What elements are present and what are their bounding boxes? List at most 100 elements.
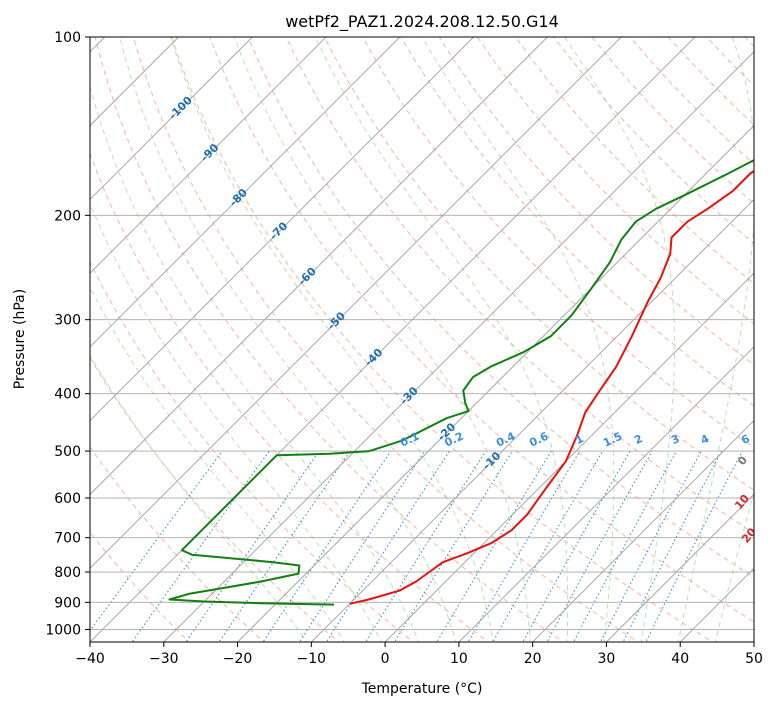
mixing-ratio-line: [467, 450, 581, 642]
mixing-ratio-label: 8: [765, 432, 775, 447]
moist-adiabat-label: 30: [751, 558, 771, 578]
isotherm-label: -60: [296, 265, 319, 288]
isotherm-line: [90, 37, 475, 422]
mixing-ratio-line: [325, 450, 450, 642]
y-tick-label: 800: [54, 565, 81, 581]
isotherm-label: -80: [227, 186, 250, 209]
isotherm-line: [90, 37, 253, 200]
moist-adiabat-line: [119, 37, 457, 642]
mixing-ratio-label: 4: [699, 432, 712, 447]
y-axis: 100 200 300 400 500 600 700 800 900 1000: [45, 30, 90, 638]
mixing-ratio-label: 6: [739, 432, 752, 447]
mixing-ratio-label: 3: [669, 432, 681, 447]
moist-adiabat-label: 0: [735, 454, 750, 468]
moist-adiabat-line: [90, 202, 382, 642]
isotherm-label: -30: [398, 384, 421, 407]
plot-frame: [89, 36, 755, 643]
moist-adiabat-label: 20: [739, 525, 759, 545]
mixing-ratio-label: 2: [632, 432, 644, 447]
isotherm-line: [90, 37, 180, 127]
dry-adiabat-line: [744, 37, 754, 47]
mixing-ratio-line: [622, 450, 723, 642]
x-axis: −40 −30 −20 −10 0 10 20 30 40 50: [75, 642, 763, 667]
mixing-ratio-line: [572, 450, 677, 642]
profile-series-line-1: [349, 169, 754, 605]
dry-adiabat-line: [515, 37, 754, 285]
grid-lines: [90, 37, 754, 642]
chart-title: wetPf2_PAZ1.2024.208.12.50.G14: [285, 12, 559, 32]
isotherm-line: [90, 37, 327, 274]
mixing-ratio-line: [131, 450, 270, 642]
x-tick-label: 50: [745, 651, 763, 667]
moist-adiabat-line: [90, 84, 420, 642]
isotherm-label: -40: [362, 346, 385, 369]
y-tick-label: 700: [54, 531, 81, 547]
dry-adiabat-line: [438, 37, 754, 366]
mixing-ratio-label: 1: [573, 432, 585, 447]
y-tick-label: 1000: [45, 622, 81, 638]
y-axis-label: Pressure (hPa): [12, 289, 28, 389]
isotherm-line: [236, 124, 754, 642]
isotherm-line: [458, 346, 754, 642]
y-tick-label: 300: [54, 313, 81, 329]
mixing-ratio-line: [90, 450, 223, 632]
isotherm-line: [605, 493, 754, 642]
x-tick-label: −30: [149, 651, 179, 667]
x-tick-label: −40: [75, 651, 105, 667]
moist-adiabat-line: [714, 489, 754, 642]
dry-adiabat-line: [553, 37, 754, 245]
line-labels: -100-90-80-70-60-50-40-30-20-100.1 0.2 0.4…: [166, 93, 775, 607]
mixing-ratio-label: 0.4: [494, 429, 517, 449]
isotherm-line: [163, 51, 754, 642]
moist-adiabat-line: [170, 37, 494, 642]
x-tick-label: −10: [297, 651, 327, 667]
isotherm-label: -10: [480, 449, 503, 472]
dry-adiabat-line: [667, 37, 754, 126]
x-tick-label: 0: [381, 651, 390, 667]
profile-series-line-2: [168, 159, 754, 606]
background-lines: [90, 37, 754, 642]
isotherm-label: -100: [166, 93, 195, 122]
mixing-ratio-label: 1.5: [601, 430, 624, 450]
moist-adiabat-line: [314, 37, 569, 642]
isotherm-line: [310, 198, 754, 642]
moist-adiabat-line: [90, 354, 308, 642]
dry-adiabat-line: [476, 37, 754, 325]
x-tick-label: 20: [524, 651, 542, 667]
isotherm-line: [753, 641, 754, 642]
mixing-ratio-line: [218, 450, 351, 642]
series-layer: [168, 159, 754, 606]
moist-adiabat-line: [564, 37, 676, 642]
moist-adiabat-label: 40: [766, 587, 775, 607]
mixing-ratio-line: [599, 450, 702, 642]
y-tick-label: 200: [54, 208, 81, 224]
mixing-ratio-line: [365, 450, 487, 642]
mixing-ratio-line: [185, 450, 320, 642]
dry-adiabat-line: [90, 152, 490, 642]
moist-adiabat-line: [421, 37, 615, 642]
isotherm-line: [90, 37, 622, 569]
y-tick-label: 100: [54, 30, 81, 46]
x-tick-label: 40: [671, 651, 689, 667]
x-axis-label: Temperature (°C): [361, 681, 483, 697]
y-tick-label: 400: [54, 387, 81, 403]
isotherm-line: [90, 37, 401, 348]
x-tick-label: 10: [450, 651, 468, 667]
dry-adiabat-line: [171, 37, 714, 642]
dry-adiabat-line: [247, 37, 754, 578]
dry-adiabat-line: [362, 37, 754, 449]
y-tick-label: 500: [54, 444, 81, 460]
x-tick-label: −20: [223, 651, 253, 667]
isotherm-line: [384, 272, 754, 642]
y-tick-label: 900: [54, 595, 81, 611]
isotherm-line: [532, 420, 754, 642]
isotherm-line: [90, 37, 549, 496]
mixing-ratio-label: 0.6: [527, 429, 550, 449]
mixing-ratio-line: [298, 450, 426, 642]
dry-adiabat-line: [323, 37, 754, 491]
dry-adiabat-line: [132, 37, 639, 642]
y-tick-label: 600: [54, 491, 81, 507]
mixing-ratio-line: [262, 450, 392, 642]
dry-adiabat-line: [591, 37, 754, 205]
